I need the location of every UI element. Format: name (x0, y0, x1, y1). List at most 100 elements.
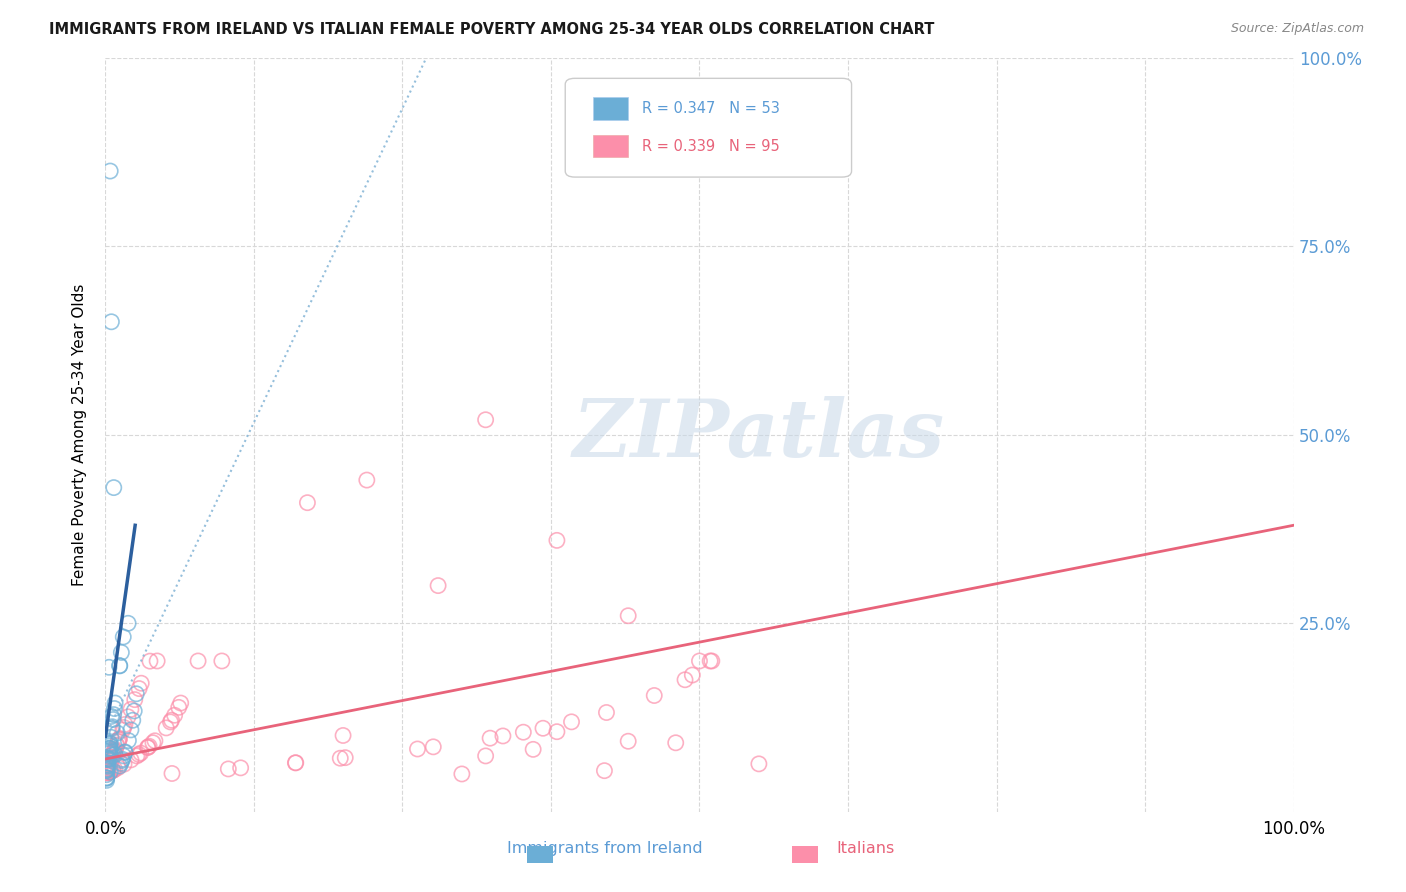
Point (101, 713, 124, 727)
Point (146, 654, 169, 668)
Point (114, 717, 136, 731)
Point (700, 654, 723, 668)
Point (284, 756, 307, 770)
Point (136, 740, 159, 755)
Point (160, 766, 183, 780)
Point (121, 713, 143, 727)
Point (122, 704, 145, 718)
Point (101, 764, 124, 778)
Point (492, 729, 515, 743)
Point (97, 766, 120, 780)
Point (103, 707, 125, 722)
Point (699, 654, 721, 668)
Point (103, 745, 125, 759)
Point (129, 676, 152, 690)
Point (128, 747, 150, 762)
Point (522, 742, 544, 756)
Point (112, 757, 135, 772)
FancyBboxPatch shape (565, 78, 852, 178)
Point (96, 773, 118, 788)
Point (450, 767, 472, 781)
Point (104, 696, 127, 710)
Point (108, 759, 131, 773)
Point (96, 758, 118, 772)
Point (96, 759, 118, 773)
Point (120, 753, 142, 767)
Point (100, 752, 122, 766)
Point (104, 743, 127, 757)
Point (110, 756, 132, 771)
Point (98, 737, 121, 751)
Point (356, 473, 378, 487)
Bar (792, 847, 818, 863)
Text: R = 0.339   N = 95: R = 0.339 N = 95 (643, 138, 780, 153)
Point (617, 734, 640, 748)
Point (329, 751, 352, 765)
Point (155, 721, 177, 735)
Point (98, 741, 121, 756)
Point (100, 764, 122, 779)
Point (332, 729, 354, 743)
Point (512, 725, 534, 739)
Point (187, 654, 209, 668)
Point (125, 687, 148, 701)
Point (125, 748, 148, 763)
Point (103, 747, 125, 761)
Point (617, 608, 640, 623)
Point (97, 751, 120, 765)
Point (112, 748, 135, 763)
Point (643, 689, 665, 703)
Point (101, 720, 124, 734)
Y-axis label: Female Poverty Among 25-34 Year Olds: Female Poverty Among 25-34 Year Olds (72, 284, 87, 586)
Point (139, 654, 162, 668)
Point (104, 744, 127, 758)
Point (98, 756, 121, 771)
Point (163, 708, 186, 723)
Point (96, 767, 118, 781)
Point (673, 673, 696, 687)
Point (170, 696, 193, 710)
Point (96, 764, 118, 779)
Point (229, 761, 252, 775)
Point (595, 706, 617, 720)
Point (546, 533, 568, 548)
Point (665, 736, 688, 750)
Point (112, 630, 135, 644)
Point (96, 771, 118, 785)
Point (111, 754, 134, 768)
Point (422, 739, 444, 754)
Point (108, 732, 131, 747)
Point (103, 746, 125, 760)
Point (98, 743, 121, 757)
Point (96, 762, 118, 776)
Point (97, 758, 120, 772)
Point (104, 742, 127, 756)
Point (114, 745, 136, 759)
Point (101, 721, 124, 735)
Point (159, 714, 181, 729)
Point (107, 735, 129, 749)
Point (96, 765, 118, 780)
Point (217, 762, 239, 776)
Point (142, 736, 165, 750)
Point (297, 496, 319, 510)
Point (101, 748, 124, 763)
Point (100, 315, 122, 329)
Point (160, 713, 183, 727)
Point (98, 741, 121, 756)
Text: Immigrants from Ireland: Immigrants from Ireland (506, 841, 702, 856)
Point (111, 752, 134, 766)
Point (136, 740, 159, 755)
Bar (592, 97, 628, 120)
Point (105, 738, 128, 752)
Bar (527, 847, 554, 863)
Point (96, 764, 118, 779)
Point (103, 481, 125, 495)
Point (101, 750, 124, 764)
Point (108, 658, 131, 673)
Point (479, 731, 502, 746)
Point (103, 701, 125, 715)
Point (143, 733, 166, 747)
Point (284, 756, 307, 770)
Point (101, 751, 124, 765)
